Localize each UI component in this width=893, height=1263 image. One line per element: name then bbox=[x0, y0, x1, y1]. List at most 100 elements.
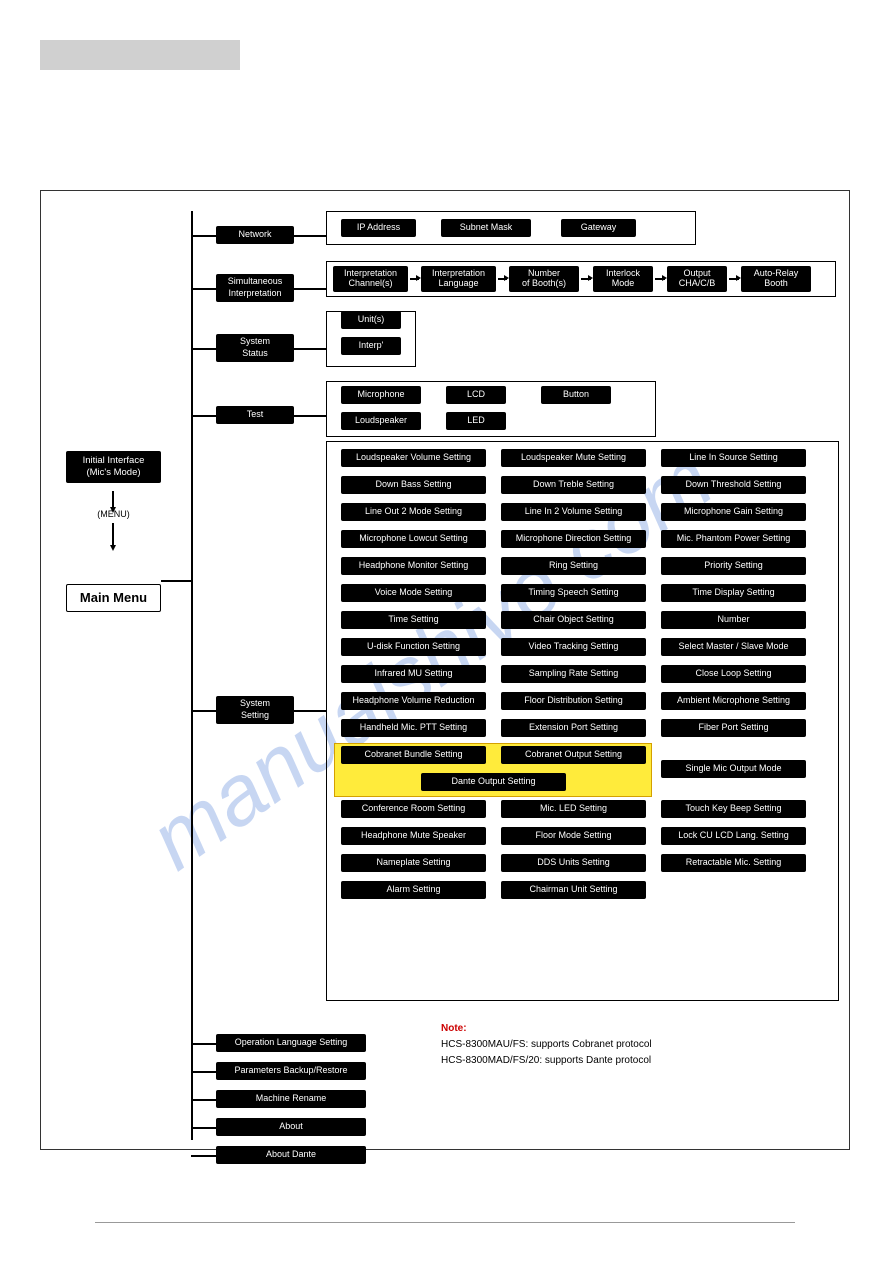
menu-item: Chair Object Setting bbox=[501, 611, 646, 629]
arrow-right-icon bbox=[662, 275, 667, 281]
menu-item: Headphone Volume Reduction bbox=[341, 692, 486, 710]
connector bbox=[191, 1127, 216, 1129]
menu-item: Button bbox=[541, 386, 611, 404]
menu-item: Touch Key Beep Setting bbox=[661, 800, 806, 818]
menu-item: Line Out 2 Mode Setting bbox=[341, 503, 486, 521]
footer-divider bbox=[95, 1222, 795, 1223]
category-box: Parameters Backup/Restore bbox=[216, 1062, 366, 1080]
connector bbox=[294, 415, 326, 417]
connector bbox=[191, 710, 216, 712]
menu-item: Time Setting bbox=[341, 611, 486, 629]
category-box: Network bbox=[216, 226, 294, 244]
menu-item: Priority Setting bbox=[661, 557, 806, 575]
menu-item: Mic. Phantom Power Setting bbox=[661, 530, 806, 548]
initial-label: Initial Interface (Mic's Mode) bbox=[83, 455, 145, 480]
menu-item: Loudspeaker bbox=[341, 412, 421, 430]
menu-item: Auto-Relay Booth bbox=[741, 266, 811, 292]
menu-item: Ambient Microphone Setting bbox=[661, 692, 806, 710]
menu-item: Nameplate Setting bbox=[341, 854, 486, 872]
connector bbox=[191, 1155, 216, 1157]
menu-item: Mic. LED Setting bbox=[501, 800, 646, 818]
category-box: Machine Rename bbox=[216, 1090, 366, 1108]
category-box: About Dante bbox=[216, 1146, 366, 1164]
menu-item: Fiber Port Setting bbox=[661, 719, 806, 737]
connector bbox=[294, 710, 326, 712]
note-line-2: HCS-8300MAD/FS/20: supports Dante protoc… bbox=[441, 1053, 652, 1069]
menu-item: Headphone Mute Speaker bbox=[341, 827, 486, 845]
connector bbox=[191, 1071, 216, 1073]
menu-item: Video Tracking Setting bbox=[501, 638, 646, 656]
menu-item: Interpretation Language bbox=[421, 266, 496, 292]
menu-item: Microphone Direction Setting bbox=[501, 530, 646, 548]
menu-item: Extension Port Setting bbox=[501, 719, 646, 737]
initial-interface-box: Initial Interface (Mic's Mode) bbox=[66, 451, 161, 483]
menu-item: Output CHA/C/B bbox=[667, 266, 727, 292]
menu-item: Lock CU LCD Lang. Setting bbox=[661, 827, 806, 845]
main-menu-box: Main Menu bbox=[66, 584, 161, 612]
menu-item: Microphone Gain Setting bbox=[661, 503, 806, 521]
category-box: System Setting bbox=[216, 696, 294, 724]
menu-item: DDS Units Setting bbox=[501, 854, 646, 872]
arrow-right-icon bbox=[416, 275, 421, 281]
header-gray-bar bbox=[40, 40, 240, 70]
note-block: Note: HCS-8300MAU/FS: supports Cobranet … bbox=[441, 1021, 652, 1069]
arrow-right-icon bbox=[736, 275, 741, 281]
menu-item: Floor Distribution Setting bbox=[501, 692, 646, 710]
menu-item: Retractable Mic. Setting bbox=[661, 854, 806, 872]
menu-item: Alarm Setting bbox=[341, 881, 486, 899]
menu-item: Ring Setting bbox=[501, 557, 646, 575]
menu-item: Timing Speech Setting bbox=[501, 584, 646, 602]
menu-item: Infrared MU Setting bbox=[341, 665, 486, 683]
connector bbox=[191, 288, 216, 290]
connector bbox=[191, 211, 193, 1140]
menu-item: Down Threshold Setting bbox=[661, 476, 806, 494]
menu-item: Interlock Mode bbox=[593, 266, 653, 292]
arrow-right-icon bbox=[504, 275, 509, 281]
diagram-container: manualshive.com Initial Interface (Mic's… bbox=[40, 190, 850, 1150]
menu-item: Microphone bbox=[341, 386, 421, 404]
connector bbox=[294, 235, 326, 237]
note-line-1: HCS-8300MAU/FS: supports Cobranet protoc… bbox=[441, 1037, 652, 1053]
menu-item: Loudspeaker Mute Setting bbox=[501, 449, 646, 467]
arrow-right-icon bbox=[588, 275, 593, 281]
menu-item: U-disk Function Setting bbox=[341, 638, 486, 656]
menu-item: Chairman Unit Setting bbox=[501, 881, 646, 899]
category-box: Simultaneous Interpretation bbox=[216, 274, 294, 302]
category-box: Operation Language Setting bbox=[216, 1034, 366, 1052]
connector bbox=[294, 288, 326, 290]
menu-item: Floor Mode Setting bbox=[501, 827, 646, 845]
menu-item: Interp' bbox=[341, 337, 401, 355]
menu-item: Dante Output Setting bbox=[421, 773, 566, 791]
menu-item: Voice Mode Setting bbox=[341, 584, 486, 602]
menu-item: Conference Room Setting bbox=[341, 800, 486, 818]
category-box: About bbox=[216, 1118, 366, 1136]
connector bbox=[191, 348, 216, 350]
main-menu-label: Main Menu bbox=[80, 590, 147, 607]
menu-item: Close Loop Setting bbox=[661, 665, 806, 683]
menu-item: Select Master / Slave Mode bbox=[661, 638, 806, 656]
connector bbox=[191, 415, 216, 417]
menu-item: Sampling Rate Setting bbox=[501, 665, 646, 683]
menu-item: Microphone Lowcut Setting bbox=[341, 530, 486, 548]
category-box: System Status bbox=[216, 334, 294, 362]
menu-item: Number bbox=[661, 611, 806, 629]
menu-item: Cobranet Output Setting bbox=[501, 746, 646, 764]
menu-item: Unit(s) bbox=[341, 311, 401, 329]
note-title: Note: bbox=[441, 1021, 652, 1037]
connector bbox=[191, 235, 216, 237]
menu-item: Gateway bbox=[561, 219, 636, 237]
connector bbox=[191, 1043, 216, 1045]
menu-item: Down Bass Setting bbox=[341, 476, 486, 494]
category-box: Test bbox=[216, 406, 294, 424]
menu-item: Handheld Mic. PTT Setting bbox=[341, 719, 486, 737]
menu-item: Loudspeaker Volume Setting bbox=[341, 449, 486, 467]
menu-item: Down Treble Setting bbox=[501, 476, 646, 494]
menu-item: Interpretation Channel(s) bbox=[333, 266, 408, 292]
menu-item: Time Display Setting bbox=[661, 584, 806, 602]
menu-item: Cobranet Bundle Setting bbox=[341, 746, 486, 764]
menu-item: Single Mic Output Mode bbox=[661, 760, 806, 778]
connector bbox=[191, 1099, 216, 1101]
connector bbox=[294, 348, 326, 350]
menu-item: Line In Source Setting bbox=[661, 449, 806, 467]
menu-item: Headphone Monitor Setting bbox=[341, 557, 486, 575]
